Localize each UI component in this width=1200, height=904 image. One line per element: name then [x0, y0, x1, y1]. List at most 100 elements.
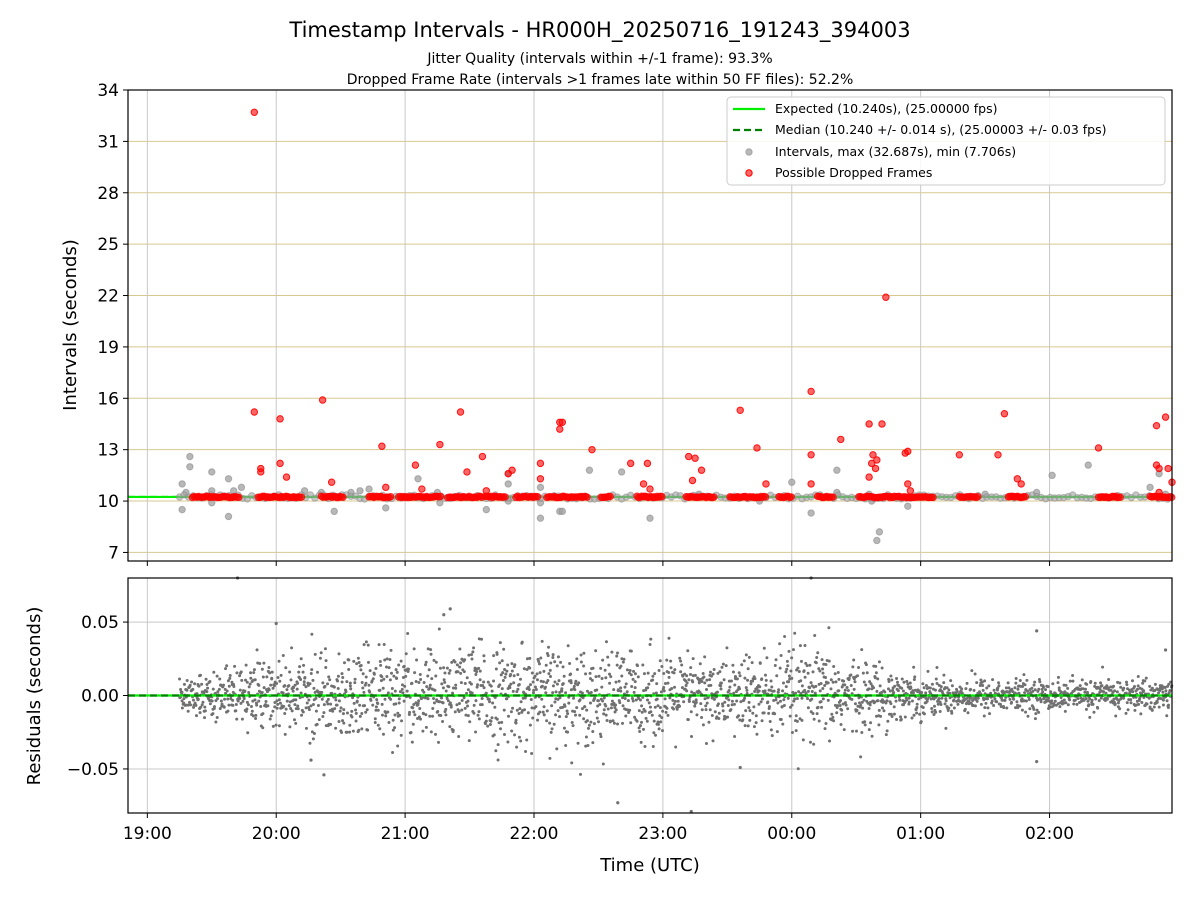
dropped-frame-point: [456, 408, 465, 416]
residual-point: [646, 686, 650, 690]
residual-point: [259, 705, 263, 709]
residual-point: [1075, 702, 1079, 706]
residual-point: [581, 696, 585, 700]
residual-point: [431, 706, 435, 710]
residual-point: [495, 652, 499, 656]
residual-point: [470, 653, 474, 657]
residual-point: [980, 680, 984, 684]
residual-point: [459, 681, 463, 685]
residual-point: [206, 686, 210, 690]
residual-point: [328, 678, 332, 682]
residual-point: [311, 737, 315, 741]
residual-point: [445, 666, 449, 670]
residual-point: [309, 672, 313, 676]
dropped-frame-point: [1094, 444, 1103, 452]
residual-point: [370, 679, 374, 683]
residual-point: [774, 698, 778, 702]
residual-point: [266, 704, 270, 708]
residual-point: [264, 700, 268, 704]
residual-point: [548, 668, 552, 672]
residual-point: [610, 650, 614, 654]
residual-point: [911, 691, 915, 695]
residual-point: [863, 723, 867, 727]
residual-point: [662, 689, 666, 693]
residual-point: [629, 649, 633, 653]
residual-point: [932, 712, 936, 716]
residual-point: [225, 689, 229, 693]
dropped-frame-point: [762, 480, 770, 488]
residual-point: [879, 714, 883, 718]
residual-point: [984, 701, 988, 705]
residual-point: [509, 682, 513, 686]
residual-point: [720, 665, 724, 669]
residual-point: [351, 696, 355, 700]
residual-point: [490, 716, 494, 720]
residual-point: [803, 688, 807, 692]
residual-point: [364, 640, 368, 644]
residual-point: [1068, 679, 1072, 683]
residual-point: [950, 684, 954, 688]
residual-point: [752, 725, 756, 729]
residual-point: [687, 678, 691, 682]
residual-point: [235, 671, 239, 675]
residual-point: [424, 660, 428, 664]
residual-point: [541, 680, 545, 684]
residual-point: [621, 704, 625, 708]
residual-point: [727, 689, 731, 693]
residual-point: [1115, 690, 1119, 694]
residual-point: [843, 683, 847, 687]
residual-point: [628, 668, 632, 672]
residual-point: [795, 697, 799, 701]
residual-point: [869, 721, 873, 725]
dropped-frame-point: [1021, 493, 1030, 501]
residual-point: [341, 675, 345, 679]
residual-point: [735, 699, 739, 703]
residual-point: [826, 681, 830, 685]
residual-point: [682, 700, 686, 704]
residual-point: [271, 686, 275, 690]
residual-point: [364, 710, 368, 714]
residual-point: [547, 672, 551, 676]
residual-point: [329, 702, 333, 706]
residuals-y-axis-label: Residuals (seconds): [24, 607, 45, 786]
residual-point: [827, 626, 831, 630]
residual-point: [1167, 682, 1171, 686]
residual-point: [574, 679, 578, 683]
residual-point: [247, 691, 251, 695]
residual-point: [353, 677, 357, 681]
residual-point: [921, 706, 925, 710]
residual-point: [401, 676, 405, 680]
residual-point: [773, 664, 777, 668]
residual-point: [516, 687, 520, 691]
residual-point: [857, 696, 861, 700]
residual-point: [638, 724, 642, 728]
residual-point: [1064, 683, 1068, 687]
residual-point: [1148, 684, 1152, 688]
residual-point: [382, 642, 386, 646]
residual-point: [685, 689, 689, 693]
residual-point: [804, 661, 808, 665]
residual-point: [297, 670, 301, 674]
residual-point: [307, 708, 311, 712]
residual-point: [270, 670, 274, 674]
residual-point: [358, 714, 362, 718]
residual-point: [441, 701, 445, 705]
residual-point: [634, 698, 638, 702]
residual-point: [391, 728, 395, 732]
residual-point: [247, 685, 251, 689]
residual-point: [983, 706, 987, 710]
interval-point: [356, 487, 364, 495]
residual-point: [550, 727, 554, 731]
residual-point: [775, 674, 779, 678]
residual-point: [561, 665, 565, 669]
residual-point: [204, 677, 208, 681]
residual-point: [700, 708, 704, 712]
residual-point: [852, 658, 856, 662]
residual-point: [401, 691, 405, 695]
dropped-frame-point: [906, 487, 915, 495]
residual-point: [779, 653, 783, 657]
residual-point: [218, 707, 222, 711]
residual-point: [787, 680, 791, 684]
residual-point: [1112, 697, 1116, 701]
